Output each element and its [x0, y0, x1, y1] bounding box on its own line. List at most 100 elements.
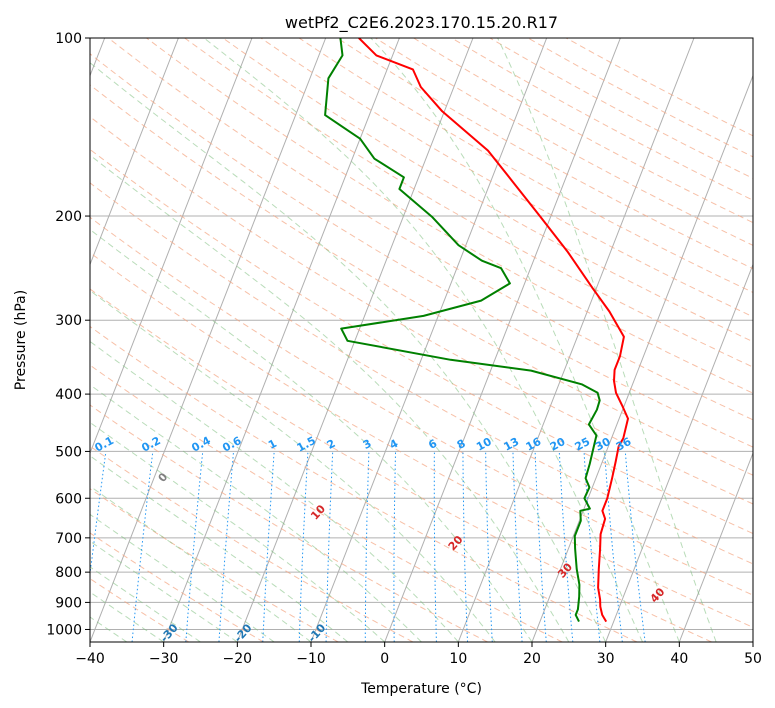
y-tick-label: 300 [55, 313, 82, 329]
mixing-ratio-label: 8 [455, 437, 468, 452]
isotherm-gridline [90, 38, 327, 642]
moist-adiabat [90, 340, 459, 642]
dry-adiabat [222, 38, 753, 343]
moist-adiabat-label: 0 [156, 470, 171, 485]
x-tick-label: 40 [670, 651, 688, 667]
isotherm-gridline [163, 38, 400, 642]
dry-adiabat [90, 182, 753, 565]
moist-adiabat [90, 513, 275, 642]
dry-adiabat [527, 38, 753, 158]
isotherm-gridline [678, 451, 753, 642]
y-tick-label: 500 [55, 444, 82, 460]
dry-adiabat [90, 216, 753, 596]
mixing-ratio-line [534, 451, 547, 642]
mixing-ratio-line [131, 451, 154, 642]
x-tick-label: −20 [223, 651, 253, 667]
y-axis-label: Pressure (hPa) [13, 290, 29, 390]
dry-adiabat [336, 38, 753, 270]
dry-adiabat [90, 404, 488, 642]
x-tick-label: 10 [449, 651, 467, 667]
dry-adiabat [90, 445, 414, 642]
dry-adiabat [146, 38, 753, 394]
moist-adiabat [90, 591, 164, 642]
moist-adiabat [90, 540, 238, 642]
dry-adiabat-label: -10 [305, 621, 328, 645]
profile-line [358, 38, 629, 623]
dry-adiabat [107, 38, 753, 421]
y-tick-label: 100 [55, 31, 82, 47]
moist-adiabat [90, 228, 533, 642]
profile-line [324, 38, 601, 623]
mixing-ratio-label: 4 [387, 437, 400, 452]
moist-adiabat [90, 421, 386, 642]
moist-adiabat [497, 38, 717, 642]
moist-adiabat [90, 566, 201, 642]
dry-adiabat [90, 325, 638, 642]
mixing-ratio-label: 1 [266, 437, 279, 452]
chart-title: wetPf2_C2E6.2023.170.15.20.R17 [285, 13, 558, 33]
dry-adiabat [260, 38, 753, 318]
moist-adiabat [90, 289, 496, 642]
dry-adiabat [90, 364, 563, 642]
y-tick-label: 1000 [46, 622, 82, 638]
mixing-ratio-label: 3 [361, 437, 374, 452]
moist-adiabat [203, 38, 643, 642]
mixing-ratio-line [558, 451, 574, 642]
mixing-ratio-line [604, 451, 623, 642]
mixing-ratio-line [364, 451, 370, 642]
moist-adiabat [90, 62, 607, 642]
dry-adiabat [90, 53, 753, 448]
plot-frame [89, 37, 754, 643]
moist-adiabat [90, 384, 422, 642]
x-tick-label: 50 [744, 651, 762, 667]
x-tick-label: −30 [149, 651, 179, 667]
x-tick-label: −40 [75, 651, 105, 667]
mixing-ratio-line [624, 451, 646, 642]
dry-adiabat [90, 488, 339, 642]
mixing-ratio-line [218, 451, 235, 642]
y-tick-label: 600 [55, 491, 82, 507]
isotherm-gridline [384, 38, 621, 642]
y-tick-label: 400 [55, 387, 82, 403]
isotherm-gridline [605, 263, 753, 642]
dry-adiabat [90, 148, 753, 535]
x-tick-label: 20 [523, 651, 541, 667]
moist-adiabat [370, 38, 680, 642]
mixing-ratio-line [485, 451, 493, 642]
moist-adiabat-label: 20 [446, 533, 466, 553]
isotherm-gridline [90, 38, 253, 455]
isotherm-gridline [236, 38, 474, 642]
isotherm-gridline [90, 38, 179, 266]
moist-adiabat [90, 485, 312, 642]
isotherm-gridline [752, 640, 753, 642]
mixing-ratio-label: 25 [573, 435, 593, 454]
x-tick-label: 30 [597, 651, 615, 667]
moist-adiabat [90, 455, 349, 642]
mixing-ratio-line [262, 451, 275, 642]
dry-adiabat [184, 38, 753, 368]
y-tick-label: 900 [55, 595, 82, 611]
mixing-ratio-line [185, 451, 204, 642]
dry-adiabat [565, 38, 753, 137]
x-tick-label: 0 [380, 651, 389, 667]
x-axis-label: Temperature (°C) [360, 681, 482, 697]
mixing-ratio-label: 13 [502, 435, 522, 454]
mixing-ratio-label: 16 [524, 435, 544, 454]
y-tick-label: 200 [55, 209, 82, 225]
moist-adiabat [90, 154, 570, 642]
mixing-ratio-label: 36 [614, 435, 634, 454]
mixing-ratio-line [433, 451, 437, 642]
dry-adiabat [451, 38, 753, 201]
y-tick-label: 700 [55, 531, 82, 547]
mixing-ratio-label: 20 [548, 435, 568, 454]
isotherm-gridline [457, 38, 695, 642]
mixing-ratio-line [393, 451, 396, 642]
mixing-ratio-label: 30 [593, 435, 613, 454]
mixing-ratio-line [90, 451, 107, 579]
y-tick-label: 800 [55, 565, 82, 581]
x-tick-label: −10 [296, 651, 326, 667]
dry-adiabat [90, 252, 753, 628]
mixing-ratio-line [462, 451, 468, 642]
moist-adiabat-label: 10 [308, 502, 328, 522]
